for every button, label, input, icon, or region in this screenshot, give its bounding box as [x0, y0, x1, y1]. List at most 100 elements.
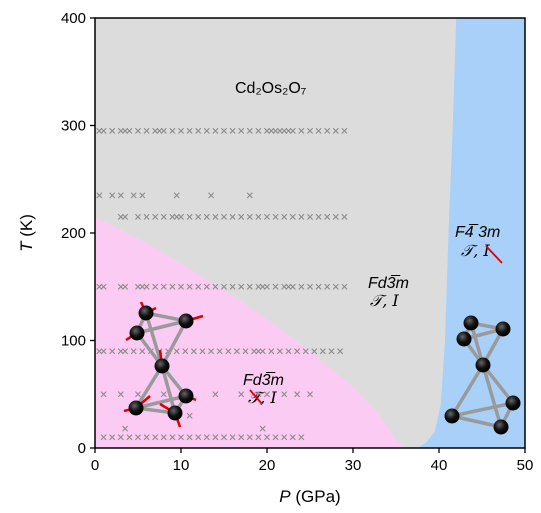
- data-point: [199, 348, 206, 355]
- data-point: [272, 213, 279, 220]
- data-point: [272, 434, 279, 441]
- data-point: [143, 213, 150, 220]
- data-point: [195, 434, 202, 441]
- y-axis: 0 100 200 300 400: [61, 10, 95, 457]
- right-cluster-illustration: [444, 315, 521, 435]
- x-axis: 0 10 20 30 40 50: [91, 448, 534, 474]
- data-point: [186, 412, 193, 419]
- data-point: [122, 425, 129, 432]
- data-point: [169, 213, 176, 220]
- data-point: [117, 283, 124, 290]
- data-point: [178, 127, 184, 134]
- data-point: [337, 348, 344, 355]
- data-point: [268, 127, 275, 134]
- data-point: [117, 127, 124, 134]
- data-point: [307, 127, 313, 134]
- data-point: [332, 127, 339, 134]
- data-point: [324, 283, 331, 290]
- data-point: [178, 283, 184, 290]
- data-point: [307, 391, 313, 398]
- data-point: [169, 283, 176, 290]
- data-point: [255, 213, 262, 220]
- data-point: [328, 348, 335, 355]
- x-tick-label: 40: [431, 457, 448, 474]
- data-point: [160, 127, 167, 134]
- data-point: [122, 283, 129, 290]
- data-point: [169, 434, 176, 441]
- data-point: [255, 391, 262, 398]
- data-point: [246, 283, 253, 290]
- data-point: [160, 434, 167, 441]
- data-point: [203, 434, 210, 441]
- ordered-symmetry-label: 𝒯, I: [248, 388, 277, 407]
- data-point: [160, 283, 167, 290]
- data-point: [169, 127, 176, 134]
- data-point: [281, 283, 288, 290]
- x-axis-variable: P: [279, 487, 291, 506]
- data-point: [203, 127, 210, 134]
- data-point: [130, 192, 137, 199]
- data-point: [122, 213, 129, 220]
- data-point: [341, 127, 348, 134]
- data-point: [100, 391, 107, 398]
- data-point: [109, 127, 116, 134]
- data-point: [294, 391, 301, 398]
- data-point: [294, 348, 301, 355]
- data-point: [208, 192, 215, 199]
- data-point: [100, 127, 107, 134]
- data-point: [143, 283, 150, 290]
- data-point: [229, 434, 236, 441]
- x-tick-label: 50: [517, 457, 534, 474]
- data-point: [212, 127, 219, 134]
- x-tick-label: 10: [173, 457, 190, 474]
- data-point: [109, 192, 116, 199]
- data-point: [246, 127, 253, 134]
- data-point: [238, 391, 245, 398]
- data-point: [122, 127, 129, 134]
- y-axis-unit: (K): [17, 214, 36, 241]
- data-point: [281, 127, 288, 134]
- data-point: [268, 348, 275, 355]
- data-point: [259, 348, 266, 355]
- data-point: [264, 434, 270, 441]
- data-point: [264, 127, 270, 134]
- data-point: [281, 391, 288, 398]
- data-point: [135, 127, 141, 134]
- data-point: [203, 213, 210, 220]
- broken-inversion-strike: [485, 245, 503, 264]
- x-tick-label: 20: [259, 457, 276, 474]
- data-point: [307, 213, 313, 220]
- data-point: [212, 434, 219, 441]
- data-point: [109, 348, 116, 355]
- data-point: [285, 348, 292, 355]
- data-point: [238, 127, 245, 134]
- data-point: [324, 127, 331, 134]
- data-point: [221, 283, 227, 290]
- data-point: [96, 192, 103, 199]
- data-point: [229, 283, 236, 290]
- data-point: [259, 425, 266, 432]
- data-point: [117, 434, 124, 441]
- data-point: [216, 348, 223, 355]
- data-point: [264, 391, 270, 398]
- data-point: [311, 348, 318, 355]
- x-tick-label: 0: [91, 457, 99, 474]
- data-point: [117, 348, 124, 355]
- data-point: [238, 213, 245, 220]
- data-point: [307, 283, 313, 290]
- data-point: [289, 434, 296, 441]
- data-point: [315, 283, 322, 290]
- data-point: [285, 283, 292, 290]
- data-point: [255, 348, 262, 355]
- data-point: [225, 348, 232, 355]
- data-point: [178, 434, 184, 441]
- data-point: [135, 391, 141, 398]
- data-point: [122, 348, 129, 355]
- data-point: [246, 434, 253, 441]
- data-point: [96, 283, 103, 290]
- left-cluster-illustration: [123, 301, 204, 428]
- data-point: [195, 283, 202, 290]
- data-point: [212, 391, 219, 398]
- data-point: [281, 434, 288, 441]
- y-tick-label: 0: [78, 440, 86, 457]
